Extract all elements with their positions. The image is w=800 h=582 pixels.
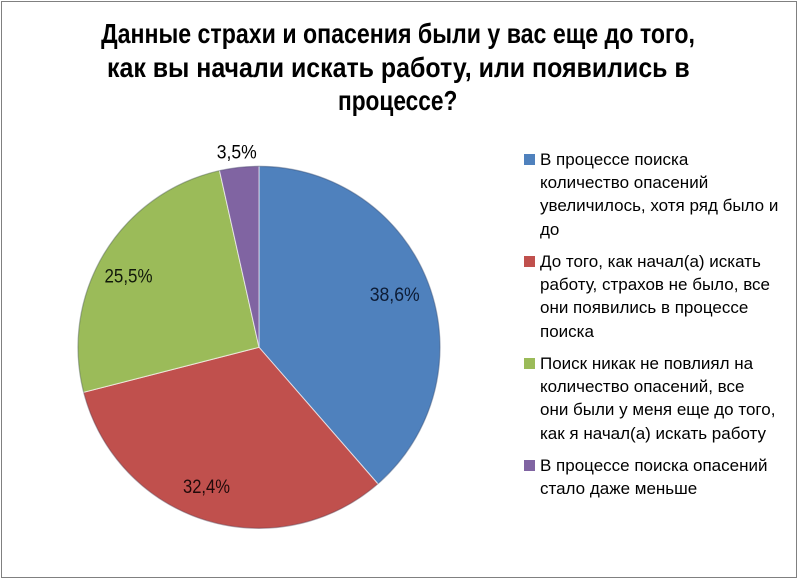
svg-text:3,5%: 3,5%	[217, 143, 257, 164]
svg-text:32,4%: 32,4%	[183, 477, 230, 498]
svg-text:38,6%: 38,6%	[370, 285, 420, 306]
svg-text:25,5%: 25,5%	[105, 266, 153, 287]
